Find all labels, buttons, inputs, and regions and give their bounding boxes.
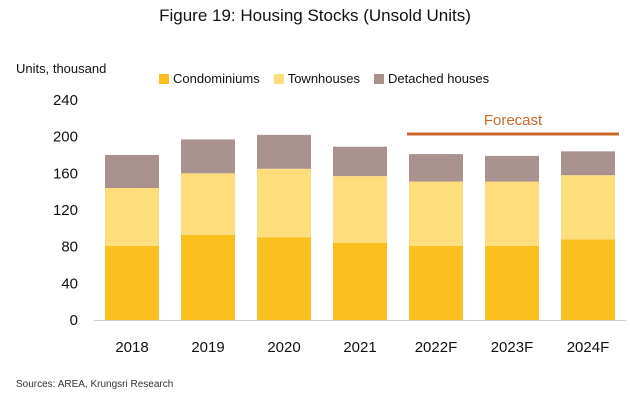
legend-item-detached-houses: Detached houses (373, 71, 490, 86)
y-tick-label: 240 (53, 92, 78, 109)
legend-swatch-condominiums (159, 73, 169, 84)
source-note: Sources: AREA, Krungsri Research (16, 379, 174, 390)
bar-condominiums-2018 (105, 245, 159, 320)
bar-detached-houses-2018 (105, 155, 159, 188)
bar-detached-houses-2022f (409, 154, 463, 182)
y-tick-label: 160 (53, 165, 78, 182)
bar-townhouses-2019 (181, 173, 235, 235)
bar-condominiums-2020 (257, 237, 311, 320)
bar-townhouses-2022f (409, 181, 463, 246)
y-tick-label: 0 (70, 312, 78, 329)
x-tick-label: 2021 (343, 339, 376, 356)
x-tick-label: 2020 (267, 339, 300, 356)
bar-townhouses-2023f (485, 181, 539, 246)
bar-townhouses-2024f (561, 175, 615, 240)
bar-detached-houses-2020 (257, 134, 311, 169)
chart-title: Figure 19: Housing Stocks (Unsold Units) (159, 6, 471, 25)
x-tick-label: 2023F (491, 339, 534, 356)
legend-item-condominiums: Condominiums (159, 71, 260, 86)
legend-swatch-townhouses (273, 73, 284, 84)
bar-condominiums-2024f (561, 239, 615, 320)
bar-detached-houses-2023f (485, 155, 539, 182)
legend-item-townhouses: Townhouses (273, 71, 360, 86)
bar-townhouses-2021 (333, 176, 387, 243)
x-tick-label: 2024F (567, 339, 610, 356)
forecast-label: Forecast (484, 112, 543, 129)
bar-condominiums-2019 (181, 234, 235, 320)
legend: Condominiums Townhouses Detached houses (159, 71, 503, 86)
bar-townhouses-2018 (105, 188, 159, 246)
legend-label-condominiums: Condominiums (173, 71, 260, 86)
y-tick-label: 80 (61, 239, 78, 256)
y-tick-label: 120 (53, 202, 78, 219)
bar-detached-houses-2019 (181, 139, 235, 174)
bar-condominiums-2023f (485, 245, 539, 320)
bar-detached-houses-2024f (561, 151, 615, 176)
y-tick-label: 40 (61, 275, 78, 292)
bar-condominiums-2021 (333, 243, 387, 320)
legend-swatch-detached-houses (373, 73, 384, 84)
x-tick-label: 2019 (191, 339, 224, 356)
bar-townhouses-2020 (257, 168, 311, 238)
bar-detached-houses-2021 (333, 146, 387, 177)
bar-condominiums-2022f (409, 245, 463, 320)
legend-label-detached-houses: Detached houses (387, 71, 490, 86)
y-tick-label: 200 (53, 129, 78, 146)
x-tick-label: 2022F (415, 339, 458, 356)
legend-label-townhouses: Townhouses (287, 71, 360, 86)
y-axis-label: Units, thousand (16, 61, 107, 76)
x-tick-label: 2018 (115, 339, 148, 356)
